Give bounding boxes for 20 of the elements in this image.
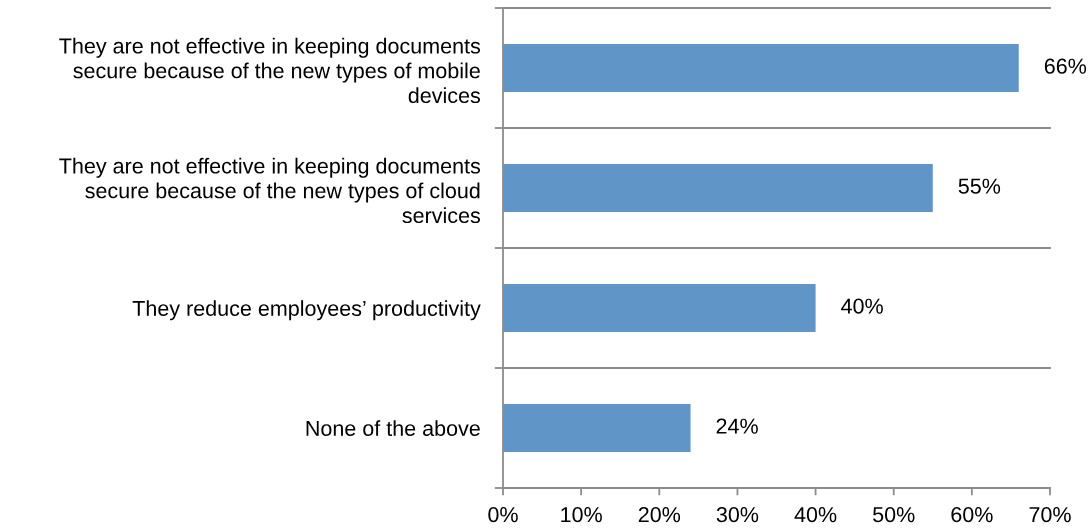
x-tick-label: 10% [561,506,602,523]
x-tick-label: 30% [716,506,759,523]
x-tick-label: 60% [951,506,993,523]
x-tick-label: 0% [488,506,518,523]
bar [503,164,933,212]
data-label: 66% [1044,58,1087,74]
data-label: 24% [716,418,758,434]
x-tick-label: 50% [873,506,915,523]
x-tick-label: 40% [794,506,837,523]
y-tick-label: They reduce employees’ productivity [132,300,481,321]
y-tick-label: They are not effective in keeping documents secure because of the new types of cloud services [59,157,481,224]
x-tick-label: 20% [638,506,681,523]
x-tick-label: 70% [1029,506,1071,523]
bar [503,404,691,452]
data-label: 40% [841,298,883,314]
bar [503,44,1019,92]
data-label: 55% [958,178,1001,194]
y-tick-label: None of the above [306,420,480,437]
y-tick-label: They are not effective in keeping documents secure because of the new types of mobile devices [59,37,481,104]
bar [503,284,816,332]
